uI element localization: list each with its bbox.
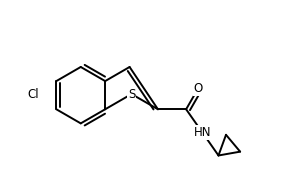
Text: O: O (194, 82, 203, 95)
Text: S: S (128, 88, 135, 101)
Text: HN: HN (194, 126, 211, 139)
Text: Cl: Cl (27, 88, 39, 101)
